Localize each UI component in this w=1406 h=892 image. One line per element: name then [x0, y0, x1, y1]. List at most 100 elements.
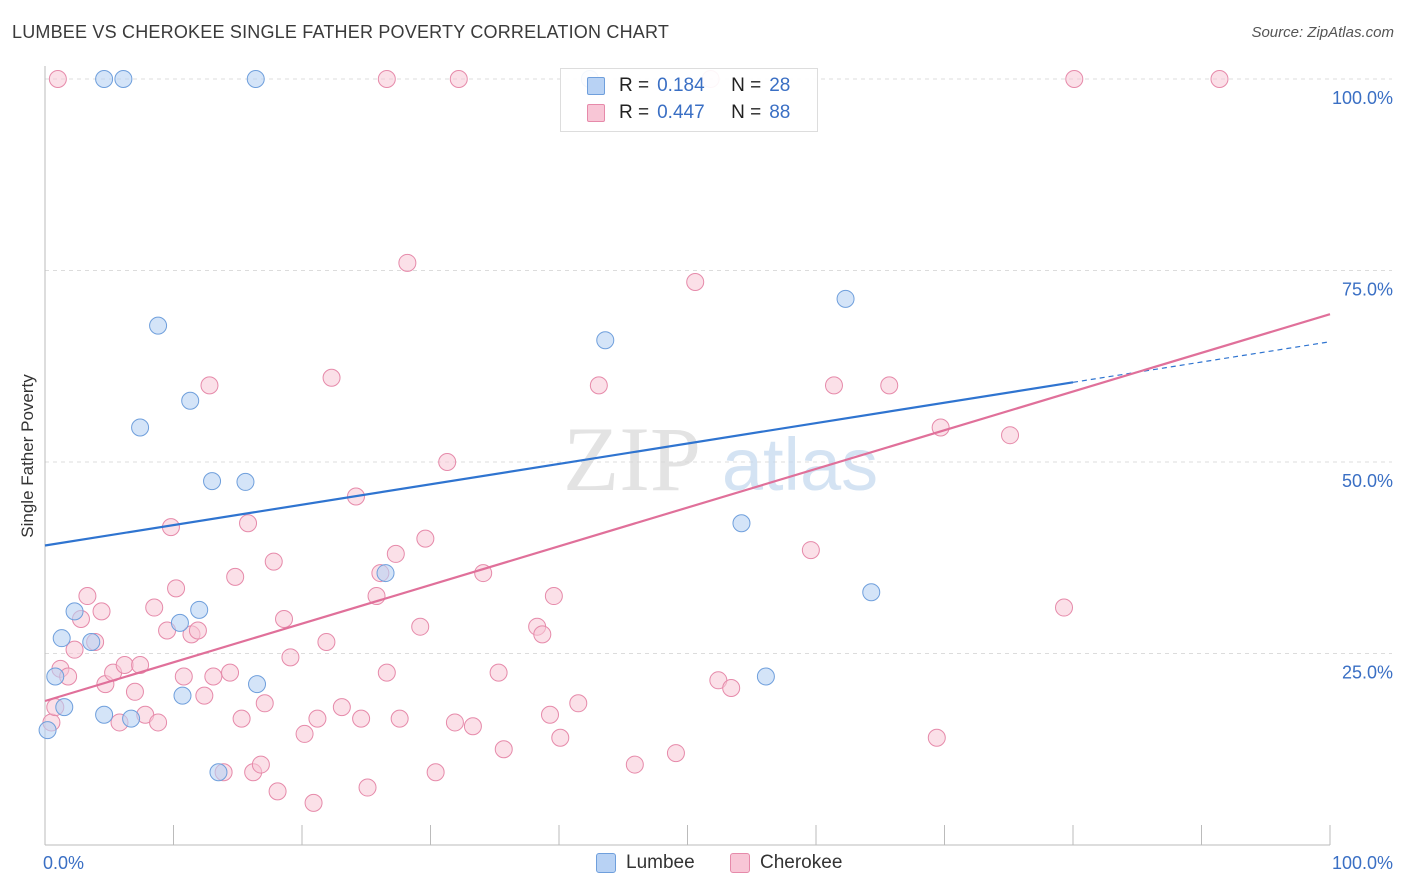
cherokee-point	[322, 368, 341, 387]
axes	[44, 66, 1331, 846]
cherokee-point	[489, 663, 508, 682]
cherokee-point	[390, 709, 409, 728]
cherokee-point	[304, 793, 323, 812]
cherokee-point	[226, 567, 245, 586]
legend-n-label: N =	[731, 75, 762, 96]
tick-labels: 25.0% 50.0% 75.0% 100.0% 0.0% 100.0%	[43, 88, 1393, 873]
legend-r-label: R =	[619, 75, 650, 96]
cherokee-legend-swatch	[730, 853, 750, 873]
x-tick-label: 0.0%	[43, 853, 84, 873]
cherokee-point	[880, 376, 899, 395]
legend-r-label: R =	[619, 102, 650, 123]
watermark: ZIP atlas	[563, 408, 878, 510]
cherokee-point	[308, 709, 327, 728]
cherokee-point	[200, 376, 219, 395]
cherokee-point	[625, 755, 644, 774]
cherokee-point	[317, 633, 336, 652]
cherokee-swatch	[587, 104, 605, 122]
lumbee-point	[236, 472, 255, 491]
lumbee-point	[376, 564, 395, 583]
lumbee-point	[65, 602, 84, 621]
lumbee-point	[732, 514, 751, 533]
lumbee-point	[131, 418, 150, 437]
x-tick-label: 100.0%	[1332, 853, 1393, 873]
chart-title: LUMBEE VS CHEROKEE SINGLE FATHER POVERTY…	[12, 22, 670, 42]
cherokee-point	[125, 682, 144, 701]
y-tick-label: 75.0%	[1342, 280, 1393, 300]
lumbee-point	[114, 70, 133, 88]
series-legend-lumbee: Lumbee	[596, 852, 695, 874]
cherokee-point	[449, 70, 468, 88]
watermark-atlas: atlas	[722, 423, 878, 506]
cherokee-point	[1001, 426, 1020, 445]
series-legend: Lumbee Cherokee	[0, 852, 1406, 878]
cherokee-point	[92, 602, 111, 621]
cherokee-point	[722, 678, 741, 697]
cherokee-point	[332, 698, 351, 717]
lumbee-legend-swatch	[596, 853, 616, 873]
grid-lines	[45, 78, 1392, 654]
lumbee-point	[596, 331, 615, 350]
y-tick-label: 25.0%	[1342, 663, 1393, 683]
cherokee-point	[463, 717, 482, 736]
cherokee-legend-label: Cherokee	[760, 852, 843, 873]
lumbee-point	[246, 70, 265, 88]
correlation-legend: R = 0.184 N = 28 R = 0.447 N = 88	[560, 68, 818, 132]
cherokee-point	[188, 621, 207, 640]
cherokee-point	[115, 655, 134, 674]
cherokee-point	[386, 544, 405, 563]
cherokee-point	[232, 709, 251, 728]
lumbee-point	[149, 316, 168, 335]
lumbee-point	[181, 391, 200, 410]
cherokee-point	[398, 253, 417, 272]
cherokee-point	[251, 755, 270, 774]
cherokee-trend-line	[44, 313, 1331, 703]
cherokee-point	[174, 667, 193, 686]
cherokee-point	[377, 663, 396, 682]
lumbee-point	[95, 70, 114, 88]
cherokee-point	[544, 587, 563, 606]
y-tick-label: 50.0%	[1342, 471, 1393, 491]
lumbee-point	[862, 583, 881, 602]
cherokee-point	[569, 694, 588, 713]
cherokee-point	[239, 514, 258, 533]
cherokee-point	[824, 376, 843, 395]
cherokee-point	[1065, 70, 1084, 88]
lumbee-points	[38, 70, 881, 782]
legend-r-value: 0.447	[657, 102, 705, 123]
cherokee-point	[78, 587, 97, 606]
lumbee-point	[82, 633, 101, 652]
series-legend-cherokee: Cherokee	[730, 852, 842, 874]
lumbee-point	[209, 763, 228, 782]
lumbee-trend-line	[44, 381, 1074, 547]
cherokee-point	[255, 694, 274, 713]
cherokee-point	[167, 579, 186, 598]
lumbee-point	[248, 675, 267, 694]
lumbee-point	[52, 629, 71, 648]
cherokee-point	[666, 744, 685, 763]
y-tick-label: 100.0%	[1332, 88, 1393, 108]
cherokee-point	[275, 610, 294, 629]
legend-row-cherokee: R = 0.447 N = 88	[587, 101, 790, 125]
cherokee-point	[445, 713, 464, 732]
cherokee-point	[1210, 70, 1229, 88]
legend-n-value: 28	[769, 75, 791, 96]
lumbee-point	[55, 698, 74, 717]
cherokee-point	[533, 625, 552, 644]
lumbee-point	[173, 686, 192, 705]
cherokee-point	[281, 648, 300, 667]
legend-row-lumbee: R = 0.184 N = 28	[587, 74, 790, 98]
cherokee-point	[295, 724, 314, 743]
lumbee-point	[170, 613, 189, 632]
cherokee-point	[426, 763, 445, 782]
cherokee-point	[48, 70, 67, 88]
cherokee-point	[438, 453, 457, 471]
cherokee-point	[204, 667, 223, 686]
lumbee-point	[95, 705, 114, 724]
legend-n-value: 88	[769, 102, 791, 123]
legend-n-label: N =	[731, 102, 762, 123]
lumbee-point	[122, 709, 141, 728]
cherokee-point	[927, 728, 946, 747]
cherokee-point	[65, 640, 84, 659]
